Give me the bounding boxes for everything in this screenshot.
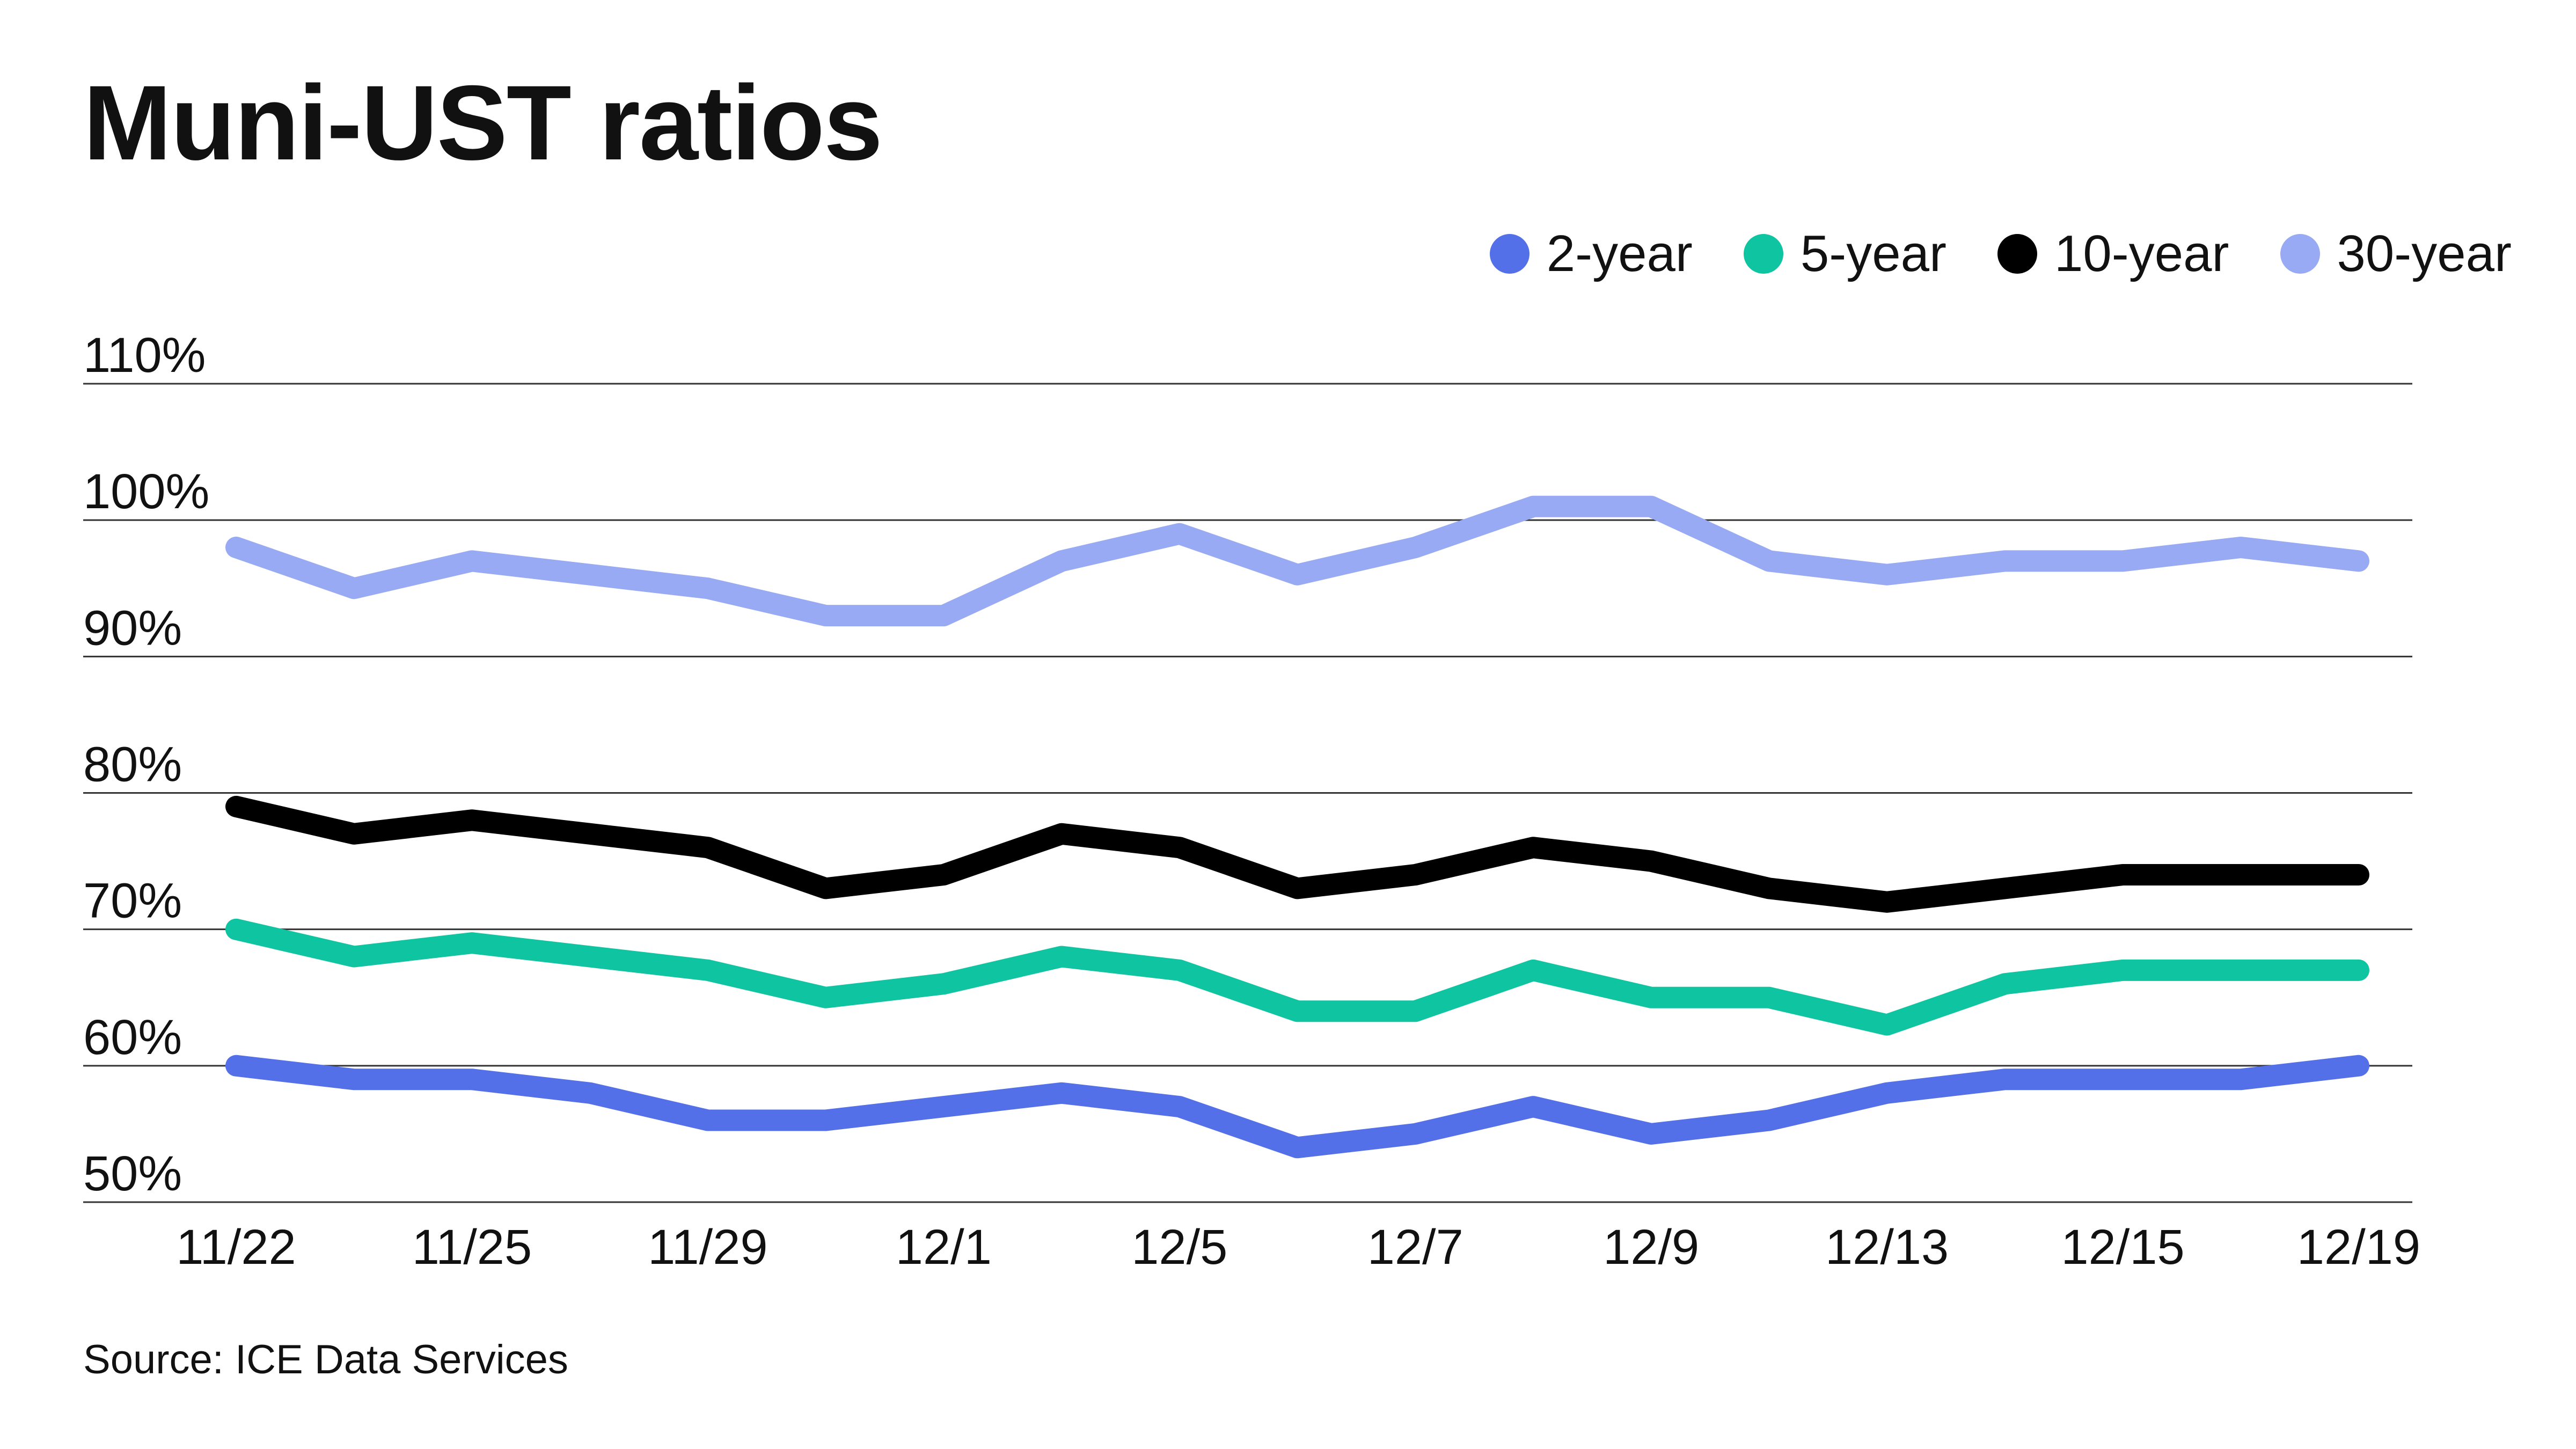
legend-item-30-year: 30-year	[2280, 228, 2512, 280]
legend-item-5-year: 5-year	[1743, 225, 1946, 282]
legend-label-10-year: 10-year	[2054, 225, 2229, 282]
legend-label-2-year: 2-year	[1546, 225, 1693, 282]
x-tick-label: 12/13	[1825, 1220, 1949, 1275]
x-tick-label: 11/22	[176, 1220, 296, 1275]
y-tick-label: 100%	[83, 464, 209, 519]
chart-title: Muni-UST ratios	[83, 63, 883, 182]
y-tick-label: 50%	[83, 1146, 182, 1201]
x-tick-label: 12/15	[2061, 1220, 2184, 1275]
x-tick-label: 12/9	[1603, 1220, 1699, 1275]
x-tick-label: 12/7	[1367, 1220, 1463, 1275]
legend-swatch-10-year	[1997, 234, 2037, 274]
y-tick-label: 110%	[83, 328, 206, 383]
y-tick-label: 70%	[83, 874, 182, 928]
series-line-2-year	[225, 1055, 2369, 1159]
series-lines	[225, 495, 2369, 1159]
y-tick-label: 60%	[83, 1010, 182, 1065]
legend-label-5-year: 5-year	[1800, 225, 1946, 282]
legend: 2-year 5-year 10-year 30-year	[1439, 228, 2512, 280]
x-tick-label: 12/5	[1131, 1220, 1227, 1275]
source-note: Source: ICE Data Services	[83, 1337, 568, 1382]
x-tick-label: 12/19	[2297, 1220, 2420, 1275]
series-line-10-year	[225, 795, 2369, 913]
series-line-30-year	[225, 495, 2369, 627]
x-tick-label: 12/1	[896, 1220, 992, 1275]
series-line-5-year	[225, 918, 2369, 1036]
legend-label-30-year: 30-year	[2337, 225, 2512, 282]
legend-item-2-year: 2-year	[1489, 225, 1693, 282]
x-tick-label: 11/29	[648, 1220, 767, 1275]
legend-swatch-30-year	[2280, 234, 2320, 274]
y-tick-label: 90%	[83, 601, 182, 655]
y-axis-tick-labels: 110% 100% 90% 80% 70% 60% 50%	[83, 328, 209, 1201]
legend-swatch-5-year	[1743, 234, 1783, 274]
gridlines	[83, 383, 2412, 1203]
legend-swatch-2-year	[1489, 234, 1529, 274]
x-axis-tick-labels: 11/22 11/25 11/29 12/1 12/5 12/7 12/9 12/13 12/1…	[176, 1220, 2420, 1275]
x-tick-label: 11/25	[412, 1220, 532, 1275]
legend-item-10-year: 10-year	[1997, 228, 2229, 280]
y-tick-label: 80%	[83, 737, 182, 792]
